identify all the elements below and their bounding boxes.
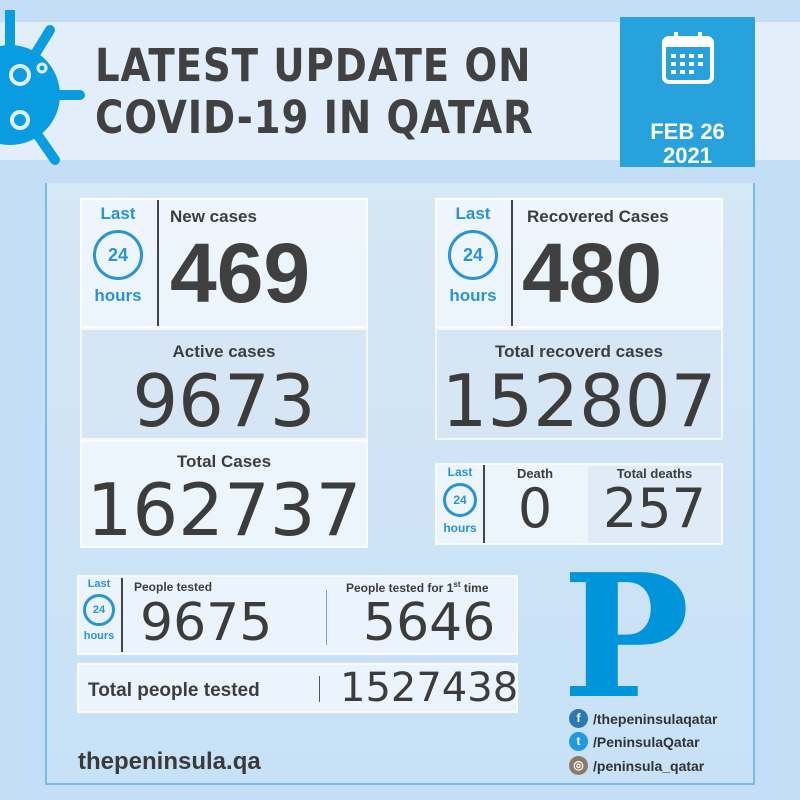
divider [326, 590, 327, 645]
date-box: FEB 26 2021 [620, 17, 755, 168]
last-label: Last [455, 204, 491, 223]
divider [121, 578, 123, 652]
hours-label: hours [83, 630, 115, 642]
divider [483, 465, 485, 543]
divider [157, 200, 159, 326]
total-cases-label: Total Cases [176, 452, 272, 471]
instagram-link[interactable]: ◎ /peninsula_qatar [569, 756, 704, 775]
new-cases-card [80, 198, 368, 328]
hours-label: hours [94, 286, 142, 305]
total-tested-label: Total people tested [88, 680, 260, 701]
date-year: 2021 [663, 143, 712, 168]
people-tested-value: 9675 [140, 593, 273, 653]
death-value: 0 [517, 477, 553, 540]
first-time-label-text: People tested for 1 [346, 581, 454, 595]
total-recovered-card: Total recoverd cases 152807 [435, 328, 723, 440]
twitter-icon: t [569, 732, 588, 751]
active-cases-card: Active cases 9673 [80, 328, 368, 440]
title-line1: LATEST UPDATE ON [95, 39, 532, 92]
clock-24-icon: 24 [443, 483, 477, 517]
date-day: FEB 26 [650, 119, 725, 144]
total-deaths-label: Total deaths [616, 466, 693, 481]
clock-24-icon: 24 [83, 594, 115, 626]
facebook-icon: f [569, 709, 588, 728]
total-recovered-value: 152807 [441, 359, 717, 443]
page-title: LATEST UPDATE ON COVID-19 IN QATAR [95, 40, 534, 144]
total-tested-value: 1527438 [340, 665, 519, 711]
facebook-handle: /thepeninsulaqatar [593, 710, 718, 727]
peninsula-logo: P [562, 572, 690, 702]
last-label: Last [87, 578, 111, 590]
first-time-label-sup: st [453, 580, 461, 589]
last-24-badge: Last 24 hours [79, 578, 119, 642]
divider [319, 676, 320, 702]
last-24-badge: Last 24 hours [437, 465, 483, 535]
last-24-badge: Last 24 hours [437, 204, 509, 306]
recovered-label: Recovered Cases [527, 207, 669, 226]
first-time-label: People tested for 1st time [346, 580, 489, 595]
twitter-handle: /PeninsulaQatar [593, 733, 700, 750]
twitter-link[interactable]: t/PeninsulaQatar [569, 732, 700, 751]
title-line2: COVID-19 IN QATAR [95, 91, 534, 144]
clock-24-icon: 24 [448, 230, 498, 280]
instagram-icon: ◎ [569, 756, 588, 775]
instagram-handle: /peninsula_qatar [593, 757, 705, 774]
total-recovered-label: Total recoverd cases [495, 342, 663, 361]
total-deaths-value: 257 [602, 477, 707, 540]
death-stat: Death 0 [485, 466, 585, 537]
first-time-value: 5646 [363, 593, 496, 653]
virus-icon [0, 10, 85, 165]
new-cases-label: New cases [170, 207, 257, 226]
active-cases-value: 9673 [132, 359, 316, 443]
divider [511, 200, 513, 326]
website-link[interactable]: thepeninsula.qa [78, 748, 261, 775]
hours-label: hours [443, 521, 477, 535]
calendar-icon [661, 32, 714, 84]
first-time-label-suffix: time [460, 581, 489, 595]
clock-24-icon: 24 [93, 230, 143, 280]
death-label: Death [516, 466, 554, 481]
total-tested-card [77, 663, 518, 713]
active-cases-label: Active cases [172, 342, 276, 361]
new-cases-value: 469 [170, 226, 311, 320]
last-label: Last [100, 204, 136, 223]
recovered-value: 480 [522, 226, 663, 320]
last-label: Last [447, 465, 473, 479]
total-cases-card: Total Cases 162737 [80, 440, 368, 548]
total-deaths-stat: Total deaths 257 [588, 466, 721, 543]
tested-card [77, 575, 518, 655]
people-tested-label: People tested [134, 580, 213, 594]
last-24-badge: Last 24 hours [82, 204, 154, 306]
hours-label: hours [449, 286, 497, 305]
total-cases-value: 162737 [86, 468, 362, 552]
facebook-link[interactable]: f/thepeninsulaqatar [569, 709, 717, 728]
